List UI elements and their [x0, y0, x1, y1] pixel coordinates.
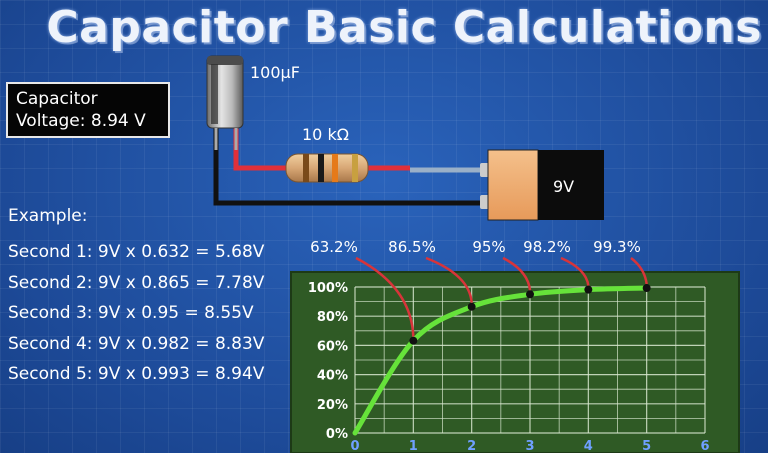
- annotation-arrow: [425, 256, 473, 303]
- chart-ticks: 0% 20% 40% 60% 80% 100% 0 1 2 3 4 5 6: [308, 281, 710, 453]
- data-point: [584, 285, 593, 294]
- chart-annotations: 63.2% 86.5% 95% 98.2% 99.3%: [310, 238, 648, 337]
- page-title: Capacitor Basic Calculations: [46, 2, 762, 53]
- capacitor-voltage-display: Capacitor Voltage: 8.94 V: [6, 82, 170, 138]
- chart-points: [409, 284, 651, 345]
- y-tick-label: 20%: [317, 398, 348, 413]
- x-tick-label: 6: [700, 439, 709, 453]
- annotation-label: 98.2%: [523, 238, 571, 256]
- annotation-arrow: [502, 256, 532, 291]
- data-point: [467, 302, 476, 311]
- y-tick-label: 0%: [326, 427, 348, 442]
- data-point: [642, 284, 651, 293]
- resistor-component: [285, 153, 369, 183]
- y-tick-label: 80%: [317, 310, 348, 325]
- annotation-label: 95%: [472, 238, 505, 256]
- data-point: [526, 290, 534, 299]
- x-tick-label: 4: [584, 439, 593, 453]
- calc-line-second-2: Second 2: 9V x 0.865 = 7.78V: [8, 272, 265, 293]
- data-point: [409, 336, 418, 345]
- calculation-list: Second 1: 9V x 0.632 = 5.68V Second 2: 9…: [8, 237, 264, 390]
- calc-line-second-1: Second 1: 9V x 0.632 = 5.68V: [8, 242, 265, 262]
- x-tick-label: 2: [467, 439, 476, 453]
- capacitor-component: [206, 55, 244, 150]
- x-tick-label: 0: [350, 439, 359, 453]
- x-tick-label: 5: [642, 439, 651, 453]
- y-tick-label: 40%: [317, 369, 348, 384]
- annotation-arrow: [355, 256, 415, 337]
- calc-line-second-4: Second 4: 9V x 0.982 = 8.83V: [8, 333, 265, 354]
- x-tick-label: 3: [525, 439, 534, 453]
- x-tick-label: 1: [409, 439, 418, 453]
- battery-label: 9V: [553, 177, 574, 196]
- annotation-arrow: [560, 256, 590, 286]
- battery-component: [480, 149, 604, 221]
- resistor-label: 10 kΩ: [302, 125, 349, 144]
- calc-line-second-3: Second 3: 9V x 0.95 = 8.55V: [8, 303, 254, 323]
- chart-panel: [290, 271, 740, 453]
- voltage-label: Capacitor: [16, 89, 98, 109]
- capacitor-label: 100µF: [250, 63, 300, 82]
- annotation-label: 86.5%: [388, 238, 436, 256]
- calc-line-second-5: Second 5: 9V x 0.993 = 8.94V: [8, 364, 265, 384]
- example-title: Example:: [8, 206, 88, 226]
- annotation-label: 99.3%: [593, 238, 641, 256]
- y-tick-label: 100%: [308, 281, 348, 296]
- circuit-diagram: 100µF 10 kΩ 9V: [206, 55, 604, 221]
- voltage-value: Voltage: 8.94 V: [16, 111, 146, 131]
- annotation-arrow: [630, 257, 648, 285]
- y-tick-label: 60%: [317, 339, 348, 354]
- annotation-label: 63.2%: [310, 238, 358, 256]
- wire-black: [213, 128, 486, 206]
